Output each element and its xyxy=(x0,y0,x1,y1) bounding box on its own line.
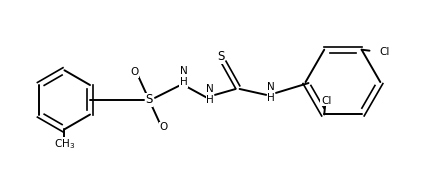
Text: N: N xyxy=(206,84,214,94)
Text: O: O xyxy=(130,67,138,77)
Text: N: N xyxy=(267,82,275,92)
Text: Cl: Cl xyxy=(379,47,390,57)
Text: N: N xyxy=(180,66,187,76)
Text: O: O xyxy=(160,122,168,132)
Text: S: S xyxy=(217,50,224,63)
Text: Cl: Cl xyxy=(321,96,332,106)
Text: H: H xyxy=(267,93,275,103)
Text: S: S xyxy=(145,93,153,106)
Text: H: H xyxy=(180,77,187,87)
Text: H: H xyxy=(206,95,214,105)
Text: CH$_3$: CH$_3$ xyxy=(54,137,75,151)
